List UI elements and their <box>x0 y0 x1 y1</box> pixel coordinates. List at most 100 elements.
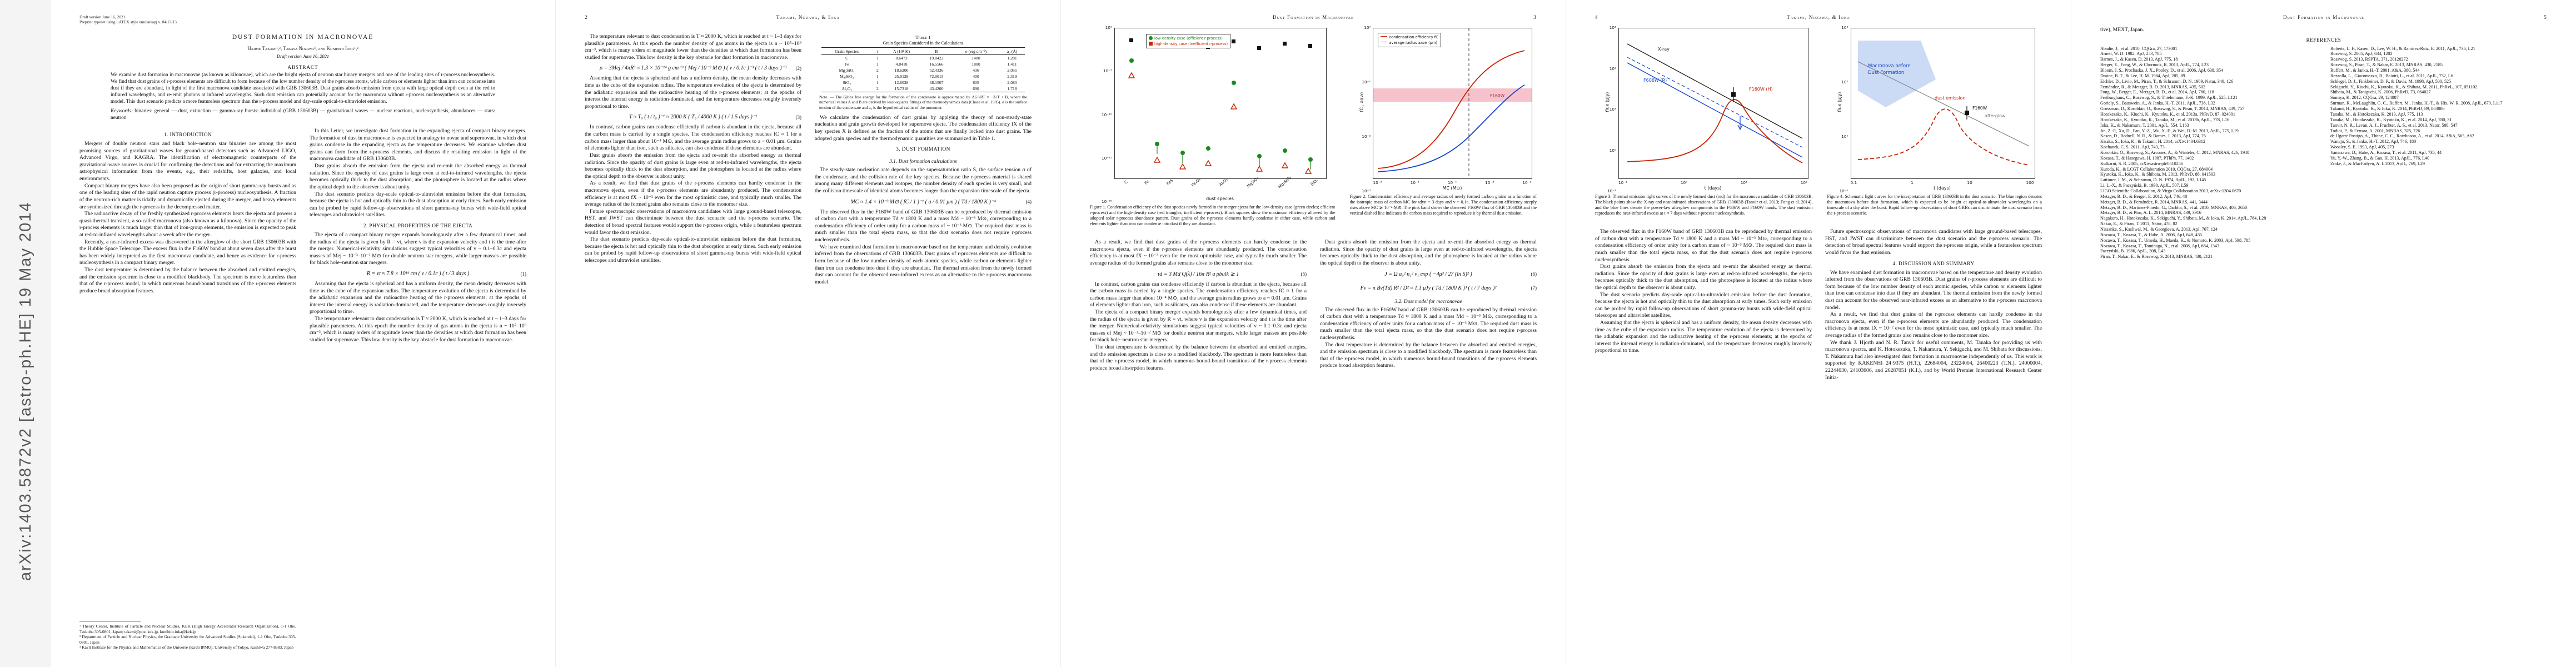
paragraph: Mergers of double neutron stars and blac… <box>79 141 296 182</box>
equation-7: Fν = π Bν(Td) R² / D² ≈ 1.1 μJy ( Td / 1… <box>1320 285 1537 291</box>
fig3-f606-afterglow-line <box>1627 62 1803 158</box>
keywords-lead: Keywords: <box>111 108 133 114</box>
table-row: SiO₂ 1 12.6028 38.1507 605 2.080 <box>843 80 1017 85</box>
reference-entry: Roberts, L. F., Kasen, D., Lee, W. H., &… <box>2330 46 2475 51</box>
red-line-marker <box>1381 36 1388 37</box>
fig2-legend: condensation efficiency fC average radiu… <box>1378 33 1441 48</box>
paragraph: The steady-state nucleation rate depends… <box>815 167 1032 195</box>
green-circle-marker <box>1149 36 1153 40</box>
fig2-y-ticks: 10⁰ 10⁻¹ 10⁻² 10⁻³ <box>1362 25 1371 193</box>
paper-title: DUST FORMATION IN MACRONOVAE <box>232 33 374 41</box>
page-number: 3 <box>1533 14 1537 20</box>
reference-entry: Goriely, S., Bauswein, A., & Janka, H.-T… <box>2100 101 2215 106</box>
section-4-heading: 4. DISCUSSION AND SUMMARY <box>1892 261 1975 267</box>
reference-entry: Jin, Z.-P., Xu, D., Fan, Y.-Z., Wu, X.-F… <box>2100 128 2239 133</box>
draft-version-line: Draft version June 16, 2021 <box>79 14 126 19</box>
page1-left-column: 1. INTRODUCTION Mergers of double neutro… <box>79 128 296 650</box>
affiliation-entry: ³ Kavli Institute for the Physics and Ma… <box>79 645 294 650</box>
fig3-xray-line <box>1627 43 1803 139</box>
table-label: Table 1 <box>915 34 931 40</box>
paragraph: As a result, we find that dust grains of… <box>1090 239 1307 266</box>
figure-3: flux (μJy) 10³ 10² 10¹ 10⁰ 10⁻¹ <box>1595 25 1813 216</box>
page4-right-column: Future spectroscopic observations of mac… <box>1825 228 2042 650</box>
fig4-afterglow-line <box>1857 61 2029 147</box>
reference-entry: Bloom, J. S., Prochaska, J. X., Pooley, … <box>2100 68 2224 73</box>
fig2-plot-svg: F160W <box>1373 28 1532 178</box>
references-column-1: Abadie, J., et al. 2010, CQGra, 27, 1730… <box>2100 46 2317 650</box>
section-2-heading: 2. PHYSICAL PROPERTIES OF THE EJECTA <box>363 223 473 229</box>
figure-row: condensation efficiency fX 10⁰10⁻⁵10⁻¹⁰1… <box>1090 25 1537 227</box>
running-head: 4 Takami, Nozawa, & Ioka <box>1595 14 2042 20</box>
equation-body: T ≈ T₀ ( t / t₀ )⁻¹ ≈ 2000 K ( T₀ / 4000… <box>629 114 758 121</box>
reference-entry: Woosley, S. E. 1993, ApJ, 405, 273 <box>2330 145 2394 150</box>
fig3-xray-label: X-ray <box>1658 47 1670 52</box>
reference-entry: Piran, T., Nakar, E., & Rosswog, S. 2013… <box>2100 254 2213 260</box>
fig3-f160-label: F160W (H) <box>1749 87 1773 92</box>
equation-number: (5) <box>1301 271 1307 277</box>
fig4-plot-svg: Macronova before Dust Formation dust emi… <box>1857 41 2029 166</box>
reference-entry: Schlegel, D. J., Finkbeiner, D. P., & Da… <box>2330 78 2452 84</box>
paragraph: The temperature relevant to dust condens… <box>585 33 801 61</box>
reference-entry: Metzger, B. D., Martínez-Pinedo, G., Dar… <box>2100 205 2248 210</box>
paragraph: Compact binary mergers have also been pr… <box>79 182 296 210</box>
equation-1: R = vt ≈ 7.8 × 10¹⁴ cm ( v / 0.1c ) ( t … <box>310 271 526 277</box>
fig4-x-ticks: 0.1 1 10 100 <box>1850 180 2034 185</box>
fig3-y-ticks: 10³ 10² 10¹ 10⁰ 10⁻¹ <box>1607 25 1616 193</box>
table-row: Fe 1 4.8418 16.5566 1800 1.411 <box>844 62 1017 67</box>
paragraph: The dust temperature is determined by th… <box>1090 344 1307 371</box>
reference-entry: Yamasawa, D., Habe, A., Kozasa, T., et a… <box>2330 150 2442 155</box>
fig2-legend-label-2: average radius aave (μm) <box>1389 41 1438 46</box>
fig4-x-axis-label: t (days) <box>1934 186 1951 191</box>
table-row: MgSiO₃ 1 25.0129 72.0015 400 2.319 <box>840 74 1017 79</box>
reference-entry: Somiya, K. 2012, CQGra, 29, 124007 <box>2330 95 2399 101</box>
reference-entry: Hotokezaka, K., Kiuchi, K., Kyutoku, K.,… <box>2100 111 2235 117</box>
footnote-block: ¹ Theory Center, Institute of Particle a… <box>79 618 296 650</box>
table-header-cell: A (10⁴ K) <box>883 47 920 55</box>
fig4-f160-data-point <box>1964 106 1969 120</box>
fig2-band-label: F160W <box>1490 93 1505 98</box>
reference-entry: Li, L.-X., & Paczyński, B. 1998, ApJL, 5… <box>2100 183 2189 188</box>
reference-entry: Korobkin, O., Rosswog, S., Arcones, A., … <box>2100 150 2250 155</box>
reference-entry: Abadie, J., et al. 2010, CQGra, 27, 1730… <box>2100 46 2178 51</box>
fig1-legend-label-1: low-density case (efficient r-process) <box>1154 36 1223 41</box>
references-column-2: Roberts, L. F., Kasen, D., Lee, W. H., &… <box>2330 46 2547 650</box>
keywords-line: Keywords: binaries: general — dust, exti… <box>111 108 495 121</box>
fig2-x-axis-label: MC (M⊙) <box>1442 186 1462 191</box>
section-3-1-heading: 3.1. Dust formation calculations <box>889 159 957 165</box>
reference-entry: Tanaka, M., & Hotokezaka, K. 2013, ApJ, … <box>2330 111 2423 117</box>
paragraph: The observed flux in the F160W band of G… <box>815 208 1032 243</box>
fig1-legend-row-2: high-density case (inefficient r-process… <box>1149 41 1228 47</box>
page3-columns: As a result, we find that dust grains of… <box>1090 239 1537 650</box>
running-head: Dust Formation in Macronovae 3 <box>1090 14 1537 20</box>
reference-entry: Shibata, M., & Taniguchi, K. 2006, PhRvD… <box>2330 89 2431 95</box>
figure-row: flux (μJy) 10³ 10² 10¹ 10⁰ 10⁻¹ <box>1595 25 2042 216</box>
paragraph: In this Letter, we investigate dust form… <box>310 128 526 162</box>
reference-entry: Ruffert, M., & Janka, H.-T. 2001, A&A, 3… <box>2330 68 2420 73</box>
fig2-observed-flux-band <box>1373 88 1532 102</box>
running-title: Dust Formation in Macronovae <box>2283 14 2365 20</box>
fig3-f606-label: F606W (R) <box>1643 78 1667 83</box>
reference-entry: Yu, Y.-W., Zhang, B., & Gao, H. 2013, Ap… <box>2330 155 2430 161</box>
figure-2: fC , aave 10⁰ 10⁻¹ 10⁻² 10⁻³ F160W condensa… <box>1349 25 1537 227</box>
paragraph: The observed flux in the F160W band of G… <box>1595 228 1812 263</box>
table-header-cell: a₀ (Å) <box>999 47 1025 55</box>
fig2-legend-row-2: average radius aave (μm) <box>1381 40 1438 46</box>
paragraph: As a result, we find that dust grains of… <box>585 180 801 208</box>
equation-number: (4) <box>1025 199 1032 205</box>
paragraph: The dust temperature is determined by th… <box>79 267 296 294</box>
running-authors: Takami, Nozawa, & Ioka <box>1786 14 1851 20</box>
reference-entry: Kochanek, C. S. 2011, ApJ, 743, 73 <box>2100 145 2165 150</box>
paragraph: In contrast, carbon grains can condense … <box>585 124 801 152</box>
reference-entry: Takami, H., Kyutoku, K., & Ioka, K. 2014… <box>2330 106 2445 112</box>
reference-entry: Paczyński, B. 1986, ApJL, 308, L43 <box>2100 248 2166 254</box>
figure-4: flux (μJy) 10² 10¹ 10⁰ 10⁻¹ Macronova befor… <box>1827 25 2042 216</box>
fig1-y-ticks: 10⁰ 10⁻⁵ 10⁻¹⁰ 10⁻¹⁵ 10⁻²⁰ <box>1102 25 1112 204</box>
fig1-legend-row-1: low-density case (efficient r-process) <box>1149 36 1228 41</box>
reference-entry: Nissanke, S., Kasliwal, M., & Georgieva,… <box>2100 226 2218 232</box>
preprint-style-line: Preprint typeset using LATEX style emula… <box>79 19 177 25</box>
fig3-f160-afterglow-line <box>1627 57 1803 148</box>
fig2-legend-label-1: condensation efficiency fC <box>1389 35 1438 39</box>
